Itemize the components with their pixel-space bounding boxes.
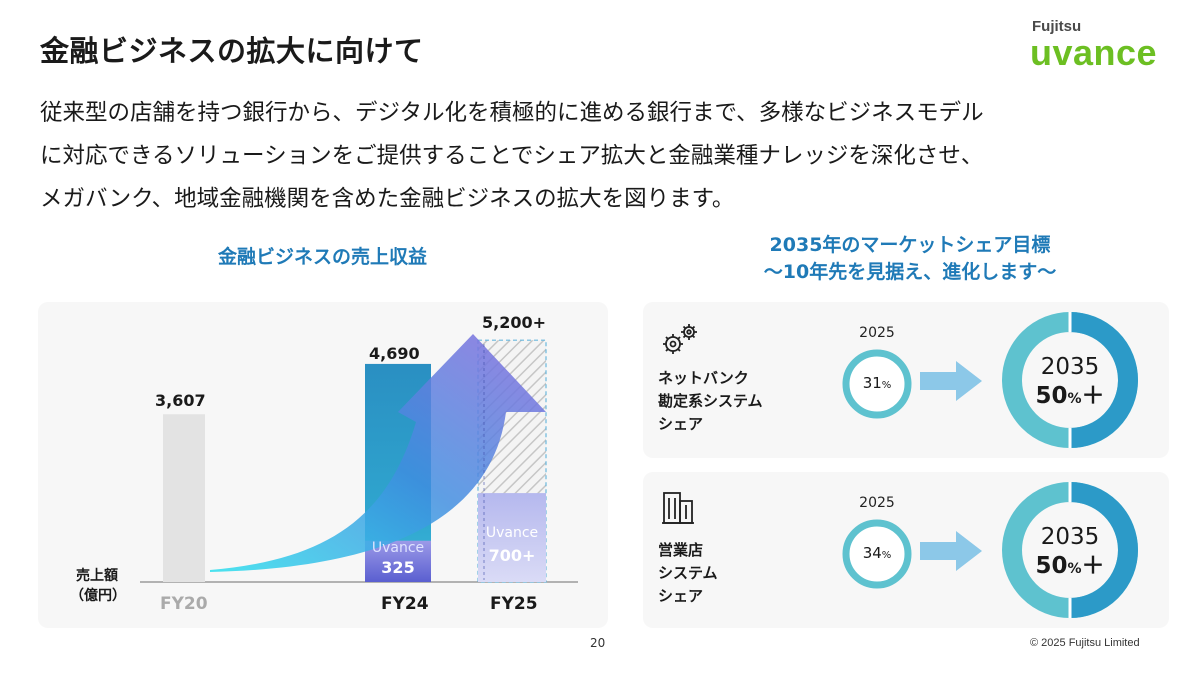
unit-label: 売上額 （億円） [70, 566, 126, 606]
card-label-line: 営業店 [658, 541, 704, 559]
pct-sign: % [881, 380, 892, 391]
card-label-line: ネットバンク [658, 369, 749, 387]
revenue-chart [140, 334, 578, 583]
fy24-axis-label: FY24 [381, 594, 429, 614]
target-share-value: 50%＋ [1005, 551, 1135, 584]
unit-label-line2: （億円） [70, 588, 126, 604]
fujitsu-uvance-logo: Fujitsu uvance [1030, 18, 1170, 76]
target-share-donut [1002, 312, 1138, 448]
target-share-number: 50 [1035, 553, 1068, 579]
target-share-number: 50 [1035, 383, 1068, 409]
current-year-label: 2025 [859, 495, 895, 511]
target-year: 2035 [1040, 354, 1100, 380]
intro-line: に対応できるソリューションをご提供することでシェア拡大と金融業種ナレッジを深化さ… [40, 143, 984, 169]
target-share-value: 50%＋ [1005, 381, 1135, 414]
share-card-branch-label: 営業店 システム シェア [658, 539, 718, 608]
pct-sign: % [881, 550, 892, 561]
page-number: 20 [590, 636, 606, 650]
fy24-uvance-label: Uvance [371, 540, 425, 556]
logo-word-text: uvance [1030, 32, 1158, 73]
current-share-ring [842, 349, 912, 419]
target-share-donut [1002, 482, 1138, 618]
unit-label-line1: 売上額 [76, 568, 118, 584]
building-icon [662, 492, 694, 524]
copyright-text: © 2025 Fujitsu Limited [1030, 637, 1140, 649]
plus-sign: ＋ [1081, 553, 1105, 579]
revenue-section-title: 金融ビジネスの売上収益 [217, 246, 427, 268]
current-share-value: 31% [842, 374, 912, 392]
share-card-netbank-label: ネットバンク 勘定系システム シェア [658, 367, 763, 436]
fy20-value-label: 3,607 [155, 391, 206, 410]
bar-fy25-uvance [478, 493, 546, 582]
fy25-uvance-label: Uvance [485, 525, 539, 541]
card-label-line: シェア [658, 587, 704, 605]
card-label-line: 勘定系システム [658, 392, 763, 410]
intro-line: 従来型の店舗を持つ銀行から、デジタル化を積極的に進める銀行まで、多様なビジネスモ… [40, 100, 984, 126]
target-year: 2035 [1040, 524, 1100, 550]
share-title-line1: 2035年のマーケットシェア目標 [769, 234, 1051, 256]
fy25-uvance-value: 700+ [488, 546, 536, 565]
gears-icon [663, 324, 697, 354]
target-share-text: 2035 50%＋ [1005, 523, 1135, 584]
fy25-value-label: 5,200+ [482, 313, 547, 332]
page-title: 金融ビジネスの拡大に向けて [40, 34, 424, 68]
fy25-axis-label: FY25 [490, 594, 538, 614]
share-title-line2: 〜10年先を見据え、進化します〜 [763, 261, 1057, 283]
growth-arrow [210, 334, 546, 572]
intro-line: メガバンク、地域金融機関を含めた金融ビジネスの拡大を図ります。 [40, 186, 735, 212]
bar-fy20 [163, 414, 205, 582]
growth-arrow-icon [920, 531, 982, 571]
card-label-line: システム [658, 564, 718, 582]
fy24-uvance-value: 325 [381, 558, 415, 577]
current-year-label: 2025 [859, 325, 895, 341]
current-share-value: 34% [842, 544, 912, 562]
card-label-line: シェア [658, 415, 704, 433]
share-now-number: 31 [862, 374, 882, 392]
growth-arrow-icon [920, 361, 982, 401]
pct-sign: % [1067, 391, 1082, 407]
plus-sign: ＋ [1081, 383, 1105, 409]
logo-brand-text: Fujitsu [1032, 18, 1082, 35]
share-now-number: 34 [862, 544, 882, 562]
intro-paragraph: 従来型の店舗を持つ銀行から、デジタル化を積極的に進める銀行まで、多様なビジネスモ… [40, 92, 1170, 221]
pct-sign: % [1067, 561, 1082, 577]
share-section-title: 2035年のマーケットシェア目標 〜10年先を見据え、進化します〜 [650, 232, 1170, 286]
fy20-axis-label: FY20 [160, 594, 208, 614]
current-share-ring [842, 519, 912, 589]
fy24-value-label: 4,690 [369, 344, 420, 363]
target-share-text: 2035 50%＋ [1005, 353, 1135, 414]
